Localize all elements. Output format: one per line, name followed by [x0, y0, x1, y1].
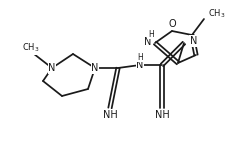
Text: N: N	[136, 60, 143, 70]
Text: NH: NH	[154, 110, 169, 120]
Text: O: O	[167, 19, 175, 29]
Text: H: H	[136, 52, 142, 62]
Text: N: N	[48, 63, 55, 73]
Text: N: N	[91, 63, 98, 73]
Text: N: N	[143, 37, 150, 47]
Text: H: H	[147, 30, 153, 39]
Text: CH$_3$: CH$_3$	[22, 42, 40, 54]
Text: CH$_3$: CH$_3$	[207, 8, 225, 20]
Text: NH: NH	[102, 110, 117, 120]
Text: N: N	[189, 36, 196, 46]
